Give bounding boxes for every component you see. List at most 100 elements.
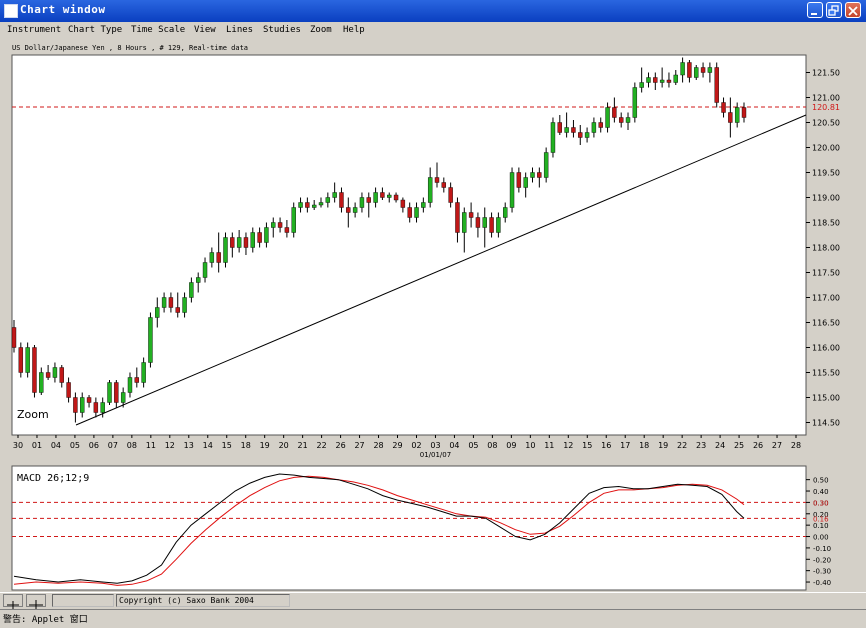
price-y-tick-label: 115.50 bbox=[812, 369, 840, 378]
menu-time-scale[interactable]: Time Scale bbox=[131, 25, 186, 35]
candle-body bbox=[73, 397, 78, 413]
candle-body bbox=[516, 172, 522, 188]
candle-body bbox=[325, 197, 331, 203]
horizontal-scroll-button[interactable] bbox=[3, 594, 23, 609]
price-x-tick-label: 18 bbox=[241, 441, 251, 450]
candle-body bbox=[509, 172, 515, 208]
candle-body bbox=[475, 217, 481, 228]
price-x-tick-label: 28 bbox=[373, 441, 383, 450]
maximize-button[interactable] bbox=[826, 2, 842, 18]
candle-body bbox=[189, 282, 194, 298]
candle-body bbox=[721, 102, 726, 113]
menu-help[interactable]: Help bbox=[343, 25, 365, 35]
price-x-tick-label: 06 bbox=[89, 441, 99, 450]
minimize-icon bbox=[811, 13, 817, 15]
trend-line bbox=[75, 114, 807, 426]
macd-y-tick-label: 0.30 bbox=[813, 499, 829, 507]
cross-icon bbox=[29, 600, 43, 610]
price-x-tick-label: 30 bbox=[13, 441, 23, 450]
candle-body bbox=[482, 217, 487, 228]
status-text: 警告: Applet 窗口 bbox=[3, 615, 88, 625]
candle-body bbox=[318, 202, 324, 206]
candle-body bbox=[52, 367, 58, 378]
price-x-tick-label: 15 bbox=[222, 441, 232, 450]
candle-body bbox=[107, 382, 112, 403]
candle-body bbox=[32, 347, 37, 393]
candle-body bbox=[427, 177, 433, 203]
price-y-tick-label: 118.50 bbox=[812, 219, 840, 228]
candle-body bbox=[673, 74, 678, 83]
candle-body bbox=[66, 382, 71, 398]
close-button[interactable] bbox=[845, 2, 861, 18]
candle-body bbox=[666, 79, 672, 83]
minimize-button[interactable] bbox=[807, 2, 823, 18]
price-x-tick-label: 11 bbox=[146, 441, 156, 450]
candle-body bbox=[161, 297, 167, 308]
candle-body bbox=[537, 172, 542, 178]
candle-body bbox=[700, 67, 706, 73]
candle-body bbox=[168, 297, 174, 308]
price-x-tick-label: 20 bbox=[279, 441, 289, 450]
price-x-tick-label: 22 bbox=[317, 441, 327, 450]
toolbar-field[interactable] bbox=[52, 594, 114, 607]
candle-body bbox=[100, 402, 105, 413]
candle-body bbox=[543, 152, 549, 178]
menu-instrument[interactable]: Instrument bbox=[7, 25, 62, 35]
macd-signal-line bbox=[13, 475, 745, 586]
candle-body bbox=[707, 67, 713, 73]
price-x-tick-label: 01 bbox=[32, 441, 42, 450]
candle-body bbox=[291, 207, 296, 233]
menu-lines[interactable]: Lines bbox=[226, 25, 254, 35]
candle-body bbox=[550, 122, 556, 153]
candle-body bbox=[39, 372, 44, 393]
candle-body bbox=[714, 67, 719, 103]
macd-reference-label: 0.30 bbox=[813, 499, 829, 507]
price-x-tick-label: 14 bbox=[203, 441, 213, 450]
crosshair-icon bbox=[7, 601, 19, 609]
price-y-tick-label: 116.00 bbox=[812, 344, 840, 353]
price-x-tick-label: 04 bbox=[449, 441, 459, 450]
candle-body bbox=[359, 197, 365, 208]
price-x-tick-label: 15 bbox=[582, 441, 592, 450]
candle-body bbox=[448, 187, 453, 203]
menu-bar: Instrument Chart Type Time Scale View Li… bbox=[0, 22, 866, 41]
price-x-tick-label: 12 bbox=[165, 441, 175, 450]
candle-body bbox=[373, 192, 378, 203]
candle-body bbox=[127, 377, 133, 393]
menu-chart-type[interactable]: Chart Type bbox=[68, 25, 123, 35]
candle-body bbox=[141, 362, 146, 383]
candle-body bbox=[646, 77, 651, 83]
zoom-label[interactable]: Zoom bbox=[17, 408, 49, 421]
candle-body bbox=[120, 392, 126, 403]
macd-y-tick-label: -0.40 bbox=[813, 579, 831, 587]
candle-body bbox=[134, 377, 140, 383]
macd-plot-area bbox=[11, 465, 807, 591]
price-x-tick-label: 24 bbox=[715, 441, 725, 450]
date-axis-label: 01/01/07 bbox=[420, 451, 451, 459]
candle-body bbox=[155, 307, 160, 318]
price-x-tick-label: 21 bbox=[298, 441, 308, 450]
menu-studies[interactable]: Studies bbox=[263, 25, 301, 35]
price-y-tick-label: 116.50 bbox=[812, 319, 840, 328]
menu-view[interactable]: View bbox=[194, 25, 216, 35]
macd-y-tick-label: -0.20 bbox=[813, 556, 831, 564]
price-x-tick-label: 19 bbox=[260, 441, 270, 450]
price-x-tick-label: 10 bbox=[525, 441, 535, 450]
candle-body bbox=[339, 192, 344, 208]
candle-body bbox=[564, 127, 569, 133]
price-x-tick-label: 11 bbox=[544, 441, 554, 450]
candle-body bbox=[468, 212, 474, 218]
macd-y-tick-label: 0.00 bbox=[813, 534, 829, 542]
status-bar: 警告: Applet 窗口 bbox=[0, 609, 866, 628]
candle-body bbox=[243, 237, 249, 248]
candle-body bbox=[393, 194, 399, 201]
price-reference-label: 120.81 bbox=[812, 103, 840, 112]
macd-y-tick-label: 0.40 bbox=[813, 488, 829, 496]
candle-body bbox=[618, 117, 624, 123]
price-x-tick-label: 23 bbox=[696, 441, 706, 450]
crosshair-button[interactable] bbox=[26, 594, 46, 610]
price-x-tick-label: 26 bbox=[753, 441, 763, 450]
menu-zoom[interactable]: Zoom bbox=[310, 25, 332, 35]
candle-body bbox=[639, 82, 644, 88]
